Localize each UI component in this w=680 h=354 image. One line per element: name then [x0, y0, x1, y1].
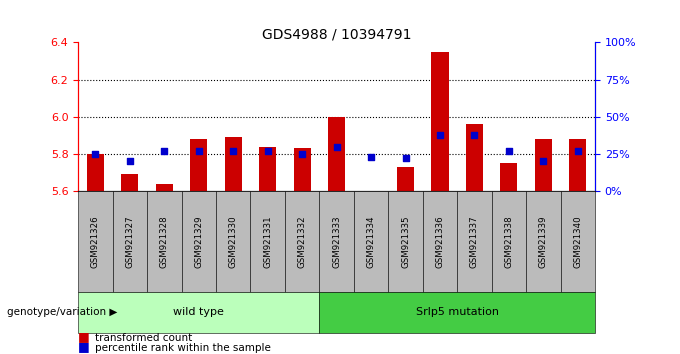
Point [228, 148, 239, 154]
Text: GSM921334: GSM921334 [367, 215, 375, 268]
Bar [156, 184, 173, 191]
Bar [397, 167, 414, 191]
Text: GSM921328: GSM921328 [160, 215, 169, 268]
Point [573, 148, 583, 154]
Point [124, 159, 135, 164]
Text: GSM921339: GSM921339 [539, 215, 548, 268]
Text: percentile rank within the sample: percentile rank within the sample [95, 343, 271, 353]
Text: GSM921330: GSM921330 [228, 215, 238, 268]
Text: Srlp5 mutation: Srlp5 mutation [415, 307, 498, 318]
Bar [87, 154, 104, 191]
Text: GSM921333: GSM921333 [332, 215, 341, 268]
Text: wild type: wild type [173, 307, 224, 318]
Text: GSM921338: GSM921338 [505, 215, 513, 268]
Bar [224, 137, 242, 191]
Bar [431, 52, 449, 191]
Point [503, 148, 514, 154]
Bar [121, 175, 139, 191]
Point [435, 132, 445, 137]
Text: GSM921340: GSM921340 [573, 215, 582, 268]
Bar [259, 147, 276, 191]
Title: GDS4988 / 10394791: GDS4988 / 10394791 [262, 27, 411, 41]
Text: transformed count: transformed count [95, 333, 192, 343]
Text: GSM921336: GSM921336 [435, 215, 445, 268]
Text: GSM921332: GSM921332 [298, 215, 307, 268]
Bar [294, 148, 311, 191]
Text: ■: ■ [78, 330, 90, 343]
Point [262, 148, 273, 154]
Point [193, 148, 204, 154]
Bar [500, 163, 517, 191]
Point [159, 148, 170, 154]
Text: GSM921326: GSM921326 [91, 215, 100, 268]
Point [400, 156, 411, 161]
Point [296, 151, 307, 157]
Text: genotype/variation ▶: genotype/variation ▶ [7, 307, 117, 318]
Bar [466, 124, 483, 191]
Text: GSM921335: GSM921335 [401, 215, 410, 268]
Text: GSM921337: GSM921337 [470, 215, 479, 268]
Text: ■: ■ [78, 340, 90, 353]
Bar [328, 117, 345, 191]
Text: GSM921329: GSM921329 [194, 215, 203, 268]
Bar [534, 139, 552, 191]
Point [538, 159, 549, 164]
Point [90, 151, 101, 157]
Bar [190, 139, 207, 191]
Text: GSM921327: GSM921327 [125, 215, 135, 268]
Point [469, 132, 480, 137]
Bar [569, 139, 586, 191]
Point [366, 154, 377, 160]
Point [331, 144, 342, 149]
Text: GSM921331: GSM921331 [263, 215, 272, 268]
